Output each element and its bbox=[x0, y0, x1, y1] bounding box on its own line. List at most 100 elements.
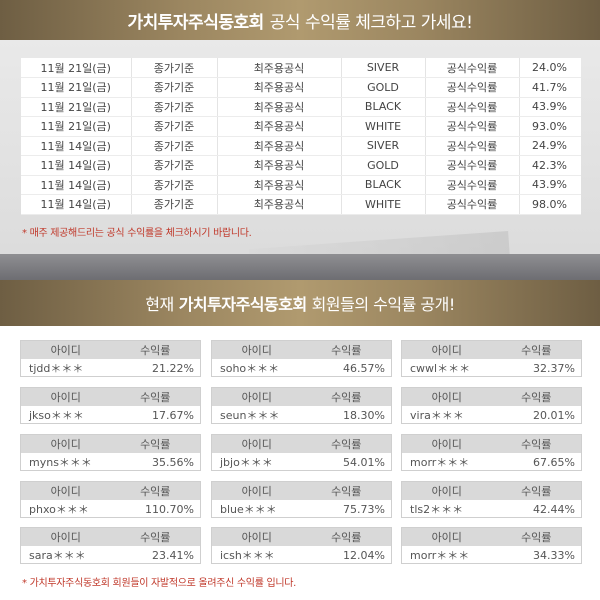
member-rate: 54.01% bbox=[343, 455, 385, 469]
rate-header: 수익률 bbox=[521, 438, 552, 451]
row-rate: 24.0% bbox=[519, 58, 581, 78]
member-card-header: 아이디 수익률 bbox=[212, 482, 391, 500]
member-rate: 21.22% bbox=[152, 361, 194, 375]
member-card-header: 아이디 수익률 bbox=[402, 435, 581, 453]
member-card-header: 아이디 수익률 bbox=[21, 528, 200, 546]
row-basis: 종가기준 bbox=[131, 116, 218, 137]
row-basis: 종가기준 bbox=[131, 136, 218, 156]
table-row: 11월 21일(금) 종가기준 최주용공식 GOLD 공식수익률 41.7% bbox=[21, 77, 581, 98]
member-card: 아이디 수익률 sara＊＊＊ 23.41% bbox=[20, 527, 201, 564]
member-card-body: morr＊＊＊ 67.65% bbox=[402, 453, 581, 471]
table-row: 11월 14일(금) 종가기준 최주용공식 BLACK 공식수익률 43.9% bbox=[21, 175, 581, 195]
row-grade: SIVER bbox=[341, 58, 426, 78]
top-banner-brand: 가치투자주식동호회 bbox=[127, 12, 265, 33]
row-rate: 43.9% bbox=[519, 175, 581, 195]
member-id: tjdd＊＊＊ bbox=[29, 362, 84, 375]
member-id: jkso＊＊＊ bbox=[29, 409, 84, 422]
id-header: 아이디 bbox=[241, 344, 272, 357]
member-rate: 46.57% bbox=[343, 361, 385, 375]
row-formula: 최주용공식 bbox=[217, 116, 342, 137]
row-date: 11월 21일(금) bbox=[21, 77, 132, 98]
member-card: 아이디 수익률 phxo＊＊＊ 110.70% bbox=[20, 481, 201, 518]
row-grade: GOLD bbox=[341, 77, 426, 98]
row-basis: 종가기준 bbox=[131, 194, 218, 215]
member-rate: 67.65% bbox=[533, 455, 575, 469]
row-formula: 최주용공식 bbox=[217, 136, 342, 156]
rate-header: 수익률 bbox=[331, 344, 362, 357]
member-card-body: soho＊＊＊ 46.57% bbox=[212, 359, 391, 377]
row-rate: 41.7% bbox=[519, 77, 581, 98]
row-formula: 최주용공식 bbox=[217, 175, 342, 195]
member-id: cwwl＊＊＊ bbox=[410, 362, 471, 375]
member-card-body: cwwl＊＊＊ 32.37% bbox=[402, 359, 581, 377]
rate-header: 수익률 bbox=[521, 344, 552, 357]
member-banner-prefix: 현재 bbox=[145, 295, 174, 314]
row-date: 11월 21일(금) bbox=[21, 116, 132, 137]
top-banner-text: 공식 수익률 체크하고 가세요! bbox=[269, 12, 473, 33]
member-rate: 17.67% bbox=[152, 408, 194, 422]
member-id: phxo＊＊＊ bbox=[29, 503, 89, 516]
rate-header: 수익률 bbox=[140, 485, 171, 498]
member-rate: 12.04% bbox=[343, 548, 385, 562]
row-kind: 공식수익률 bbox=[425, 97, 520, 117]
row-kind: 공식수익률 bbox=[425, 116, 520, 137]
row-formula: 최주용공식 bbox=[217, 58, 342, 78]
id-header: 아이디 bbox=[431, 391, 462, 404]
rate-header: 수익률 bbox=[331, 438, 362, 451]
row-date: 11월 14일(금) bbox=[21, 194, 132, 215]
member-id: jbjo＊＊＊ bbox=[220, 456, 273, 469]
member-id: morr＊＊＊ bbox=[410, 549, 470, 562]
member-card-header: 아이디 수익률 bbox=[212, 341, 391, 359]
member-rate: 34.33% bbox=[533, 548, 575, 562]
member-rate: 42.44% bbox=[533, 502, 575, 516]
member-rate: 32.37% bbox=[533, 361, 575, 375]
row-basis: 종가기준 bbox=[131, 77, 218, 98]
member-card-header: 아이디 수익률 bbox=[402, 341, 581, 359]
member-card-body: jbjo＊＊＊ 54.01% bbox=[212, 453, 391, 471]
row-kind: 공식수익률 bbox=[425, 175, 520, 195]
top-banner: 가치투자주식동호회 공식 수익률 체크하고 가세요! bbox=[0, 0, 600, 40]
table-row: 11월 14일(금) 종가기준 최주용공식 WHITE 공식수익률 98.0% bbox=[21, 194, 581, 215]
member-card: 아이디 수익률 morr＊＊＊ 67.65% bbox=[401, 434, 582, 471]
member-card-header: 아이디 수익률 bbox=[21, 435, 200, 453]
row-rate: 98.0% bbox=[519, 194, 581, 215]
row-basis: 종가기준 bbox=[131, 175, 218, 195]
member-id: sara＊＊＊ bbox=[29, 549, 86, 562]
id-header: 아이디 bbox=[50, 485, 81, 498]
member-card-header: 아이디 수익률 bbox=[402, 482, 581, 500]
rate-header: 수익률 bbox=[140, 344, 171, 357]
row-kind: 공식수익률 bbox=[425, 155, 520, 176]
rate-header: 수익률 bbox=[140, 391, 171, 404]
rate-header: 수익률 bbox=[521, 391, 552, 404]
member-id: myns＊＊＊ bbox=[29, 456, 92, 469]
row-kind: 공식수익률 bbox=[425, 136, 520, 156]
member-card: 아이디 수익률 soho＊＊＊ 46.57% bbox=[211, 340, 392, 377]
id-header: 아이디 bbox=[241, 438, 272, 451]
member-id: seun＊＊＊ bbox=[220, 409, 280, 422]
member-card-body: icsh＊＊＊ 12.04% bbox=[212, 546, 391, 564]
id-header: 아이디 bbox=[431, 485, 462, 498]
row-formula: 최주용공식 bbox=[217, 97, 342, 117]
row-kind: 공식수익률 bbox=[425, 194, 520, 215]
member-card: 아이디 수익률 cwwl＊＊＊ 32.37% bbox=[401, 340, 582, 377]
id-header: 아이디 bbox=[50, 438, 81, 451]
member-id: tls2＊＊＊ bbox=[410, 503, 464, 516]
table-row: 11월 21일(금) 종가기준 최주용공식 WHITE 공식수익률 93.0% bbox=[21, 116, 581, 137]
member-card-body: morr＊＊＊ 34.33% bbox=[402, 546, 581, 564]
id-header: 아이디 bbox=[50, 531, 81, 544]
member-card-body: phxo＊＊＊ 110.70% bbox=[21, 500, 200, 518]
member-card-body: sara＊＊＊ 23.41% bbox=[21, 546, 200, 564]
member-card: 아이디 수익률 tjdd＊＊＊ 21.22% bbox=[20, 340, 201, 377]
row-rate: 43.9% bbox=[519, 97, 581, 117]
member-card: 아이디 수익률 jbjo＊＊＊ 54.01% bbox=[211, 434, 392, 471]
member-card: 아이디 수익률 tls2＊＊＊ 42.44% bbox=[401, 481, 582, 518]
member-card: 아이디 수익률 icsh＊＊＊ 12.04% bbox=[211, 527, 392, 564]
rate-header: 수익률 bbox=[140, 438, 171, 451]
member-rate: 23.41% bbox=[152, 548, 194, 562]
member-id: icsh＊＊＊ bbox=[220, 549, 275, 562]
member-card-header: 아이디 수익률 bbox=[212, 528, 391, 546]
row-basis: 종가기준 bbox=[131, 97, 218, 117]
member-banner-suffix: 회원들의 수익률 공개! bbox=[311, 295, 456, 314]
member-id: vira＊＊＊ bbox=[410, 409, 464, 422]
decorative-strip bbox=[0, 254, 600, 280]
